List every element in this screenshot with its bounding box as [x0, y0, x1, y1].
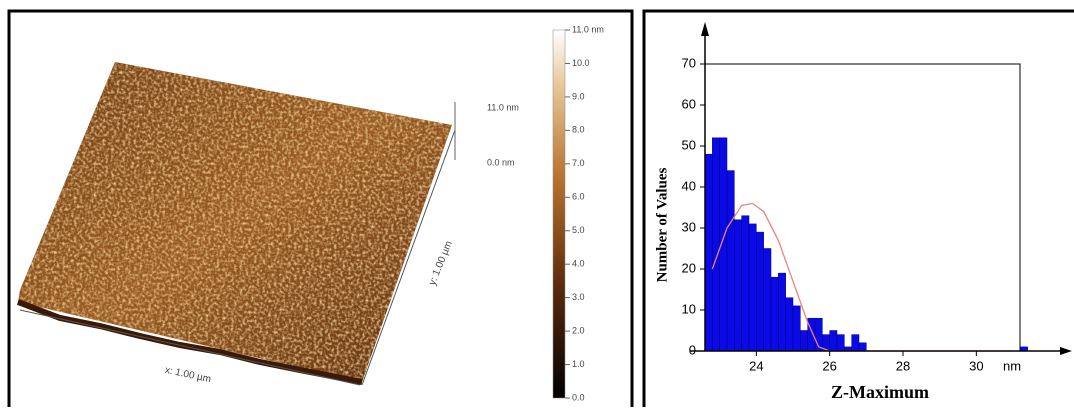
scale-label: 0.0 nm	[487, 157, 515, 167]
y-tick-label: 60	[682, 96, 696, 111]
colorbar	[552, 29, 566, 399]
x-axis-arrow	[1060, 347, 1072, 355]
bar	[829, 330, 838, 352]
axis-label: y: 1.00 µm	[427, 240, 455, 288]
y-tick-label: 30	[682, 219, 696, 234]
x-tick-label: 24	[749, 358, 763, 373]
bar	[851, 334, 860, 352]
y-tick-label: 40	[682, 178, 696, 193]
bar	[836, 334, 845, 352]
x-tick-label: 28	[896, 358, 910, 373]
bar	[800, 330, 808, 352]
axis-line	[19, 309, 361, 386]
y-tick-label: 20	[682, 260, 696, 275]
colorbar-tick-label: 4.0	[572, 259, 585, 269]
bar	[807, 317, 816, 352]
colorbar-tick-label: 8.0	[572, 125, 585, 135]
bar	[858, 342, 867, 352]
colorbar-tick-label: 2.0	[572, 325, 585, 335]
y-tick-label: 70	[682, 55, 696, 70]
bar	[778, 272, 786, 352]
bar	[785, 297, 794, 352]
colorbar-tick-label: 7.0	[572, 158, 585, 168]
colorbar-tick-label: 3.0	[572, 292, 585, 302]
x-tick-label: 30	[969, 358, 983, 373]
bar	[734, 219, 742, 352]
colorbar-tick-label: 10.0	[572, 58, 590, 68]
colorbar-tick-label: 9.0	[572, 91, 585, 101]
scale-label: 11.0 nm	[487, 102, 519, 112]
colorbar-tick-label: 1.0	[572, 359, 585, 369]
afm-surface	[18, 62, 452, 382]
x-unit: nm	[1003, 358, 1021, 373]
colorbar-tick-label: 6.0	[572, 192, 585, 202]
axis-label: x: 1.00 µm	[164, 365, 212, 386]
x-axis-label: Z-Maximum	[831, 382, 929, 402]
y-tick-label: 50	[682, 137, 696, 152]
y-tick-label: 10	[682, 301, 696, 316]
y-tick-label: 0	[689, 342, 696, 357]
bar	[748, 223, 757, 352]
bar	[712, 137, 720, 352]
colorbar-tick-label: 11.0 nm	[572, 24, 604, 34]
bar	[726, 170, 735, 352]
colorbar-tick-label: 5.0	[572, 225, 585, 235]
bar	[741, 215, 750, 352]
y-axis-label: Number of Values	[654, 167, 670, 282]
y-axis-arrow	[701, 22, 709, 36]
bar	[704, 153, 713, 352]
plot-frame	[705, 63, 1021, 351]
bar	[792, 305, 801, 352]
bar	[756, 231, 764, 352]
colorbar-tick-label: 0.0	[572, 392, 585, 402]
x-tick-label: 26	[822, 358, 836, 373]
bar	[763, 248, 772, 352]
bar	[770, 276, 779, 352]
axis-line	[361, 129, 456, 386]
fit-curve	[711, 202, 1013, 352]
